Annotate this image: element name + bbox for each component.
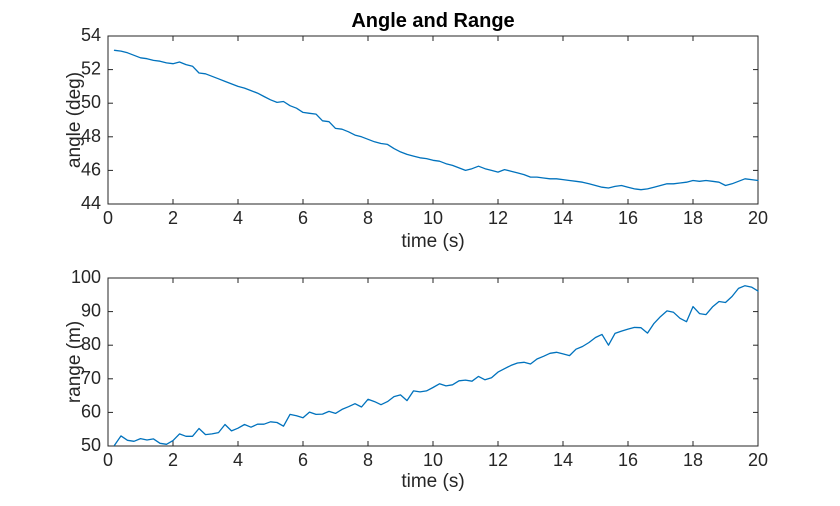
y-tick-label: 46 [81, 159, 101, 179]
x-tick-label: 4 [233, 208, 243, 228]
x-tick-label: 10 [423, 208, 443, 228]
x-tick-label: 20 [748, 450, 768, 470]
axes-box [107, 277, 759, 447]
y-tick-label: 90 [81, 301, 101, 321]
range-plot-axes: 0 2 4 6 8 10 12 14 16 18 20 50 60 70 80 90 100 [71, 267, 768, 470]
y-tick-label: 50 [81, 92, 101, 112]
angle-data-line [113, 49, 759, 191]
plot-title: Angle and Range [351, 10, 515, 32]
x-tick-label: 10 [423, 450, 443, 470]
x-tick-label: 12 [488, 450, 508, 470]
x-tick-label: 20 [748, 208, 768, 228]
x-tick-label: 0 [103, 450, 113, 470]
x-tick-label: 14 [553, 208, 573, 228]
x-tick-label: 6 [298, 208, 308, 228]
y-tick-label: 50 [81, 435, 101, 455]
x-tick-label: 4 [233, 450, 243, 470]
axes-box [107, 35, 759, 205]
x-tick-label: 16 [618, 450, 638, 470]
y-tick-label: 70 [81, 368, 101, 388]
x-tick-label: 12 [488, 208, 508, 228]
y-tick-label: 100 [71, 267, 101, 287]
x-tick-label: 16 [618, 208, 638, 228]
angle-x-axis-label: time (s) [401, 231, 465, 252]
range-y-axis-label: range (m) [64, 320, 85, 404]
x-tick-label: 8 [363, 208, 373, 228]
x-tick-label: 2 [168, 208, 178, 228]
x-tick-label: 18 [683, 450, 703, 470]
x-tick-label: 6 [298, 450, 308, 470]
x-tick-label: 18 [683, 208, 703, 228]
angle-y-axis-label: angle (deg) [64, 71, 85, 169]
y-tick-label: 48 [81, 126, 101, 146]
x-tick-label: 8 [363, 450, 373, 470]
x-tick-label: 2 [168, 450, 178, 470]
y-tick-label: 44 [81, 193, 101, 213]
y-tick-label: 60 [81, 401, 101, 421]
x-tick-label: 0 [103, 208, 113, 228]
y-tick-label: 54 [81, 25, 101, 45]
y-tick-label: 80 [81, 334, 101, 354]
x-tick-label: 14 [553, 450, 573, 470]
range-data-line [113, 285, 759, 446]
range-x-axis-label: time (s) [401, 471, 465, 492]
y-tick-label: 52 [81, 59, 101, 79]
